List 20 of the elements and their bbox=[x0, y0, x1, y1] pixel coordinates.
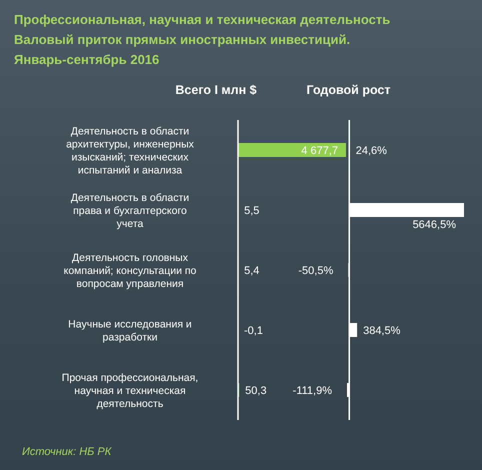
data-label: 4 677,7 bbox=[301, 145, 338, 157]
chart-subtitle: Валовый приток прямых иностранных инвестиций. Январь-сентябрь 2016 bbox=[14, 31, 352, 69]
data-label: 384,5% bbox=[363, 325, 401, 337]
x-axis-title: Всего I млн $ bbox=[175, 82, 257, 97]
y-tick-label: Прочая профессиональная, научная и техническая деятельность bbox=[62, 372, 198, 410]
y-tick-label: Деятельность в области права и бухгалтерского учета bbox=[70, 192, 190, 230]
data-label: -50,5% bbox=[298, 265, 334, 277]
data-label: 5646,5% bbox=[412, 219, 456, 231]
data-label: 50,3 bbox=[245, 385, 267, 397]
data-label: 5,4 bbox=[244, 265, 260, 277]
chart-title: Профессиональная, научная и техническая деятельность bbox=[14, 11, 392, 29]
data-label: -111,9% bbox=[292, 385, 332, 397]
data-label: 24,6% bbox=[356, 145, 388, 157]
y-tick-label: Деятельность головных компаний; консультации по вопросам управления bbox=[64, 252, 197, 290]
y-tick-label: Деятельность в области архитектуры, инженерных изысканий; технических испытаний и анализа bbox=[66, 126, 195, 176]
data-label: 5,5 bbox=[244, 205, 260, 217]
x-axis-title: Годовой рост bbox=[306, 82, 390, 97]
data-label: -0,1 bbox=[244, 325, 263, 337]
y-tick-label: Научные исследования и разработки bbox=[68, 318, 192, 344]
text: Источник: НБ РК bbox=[22, 446, 112, 458]
